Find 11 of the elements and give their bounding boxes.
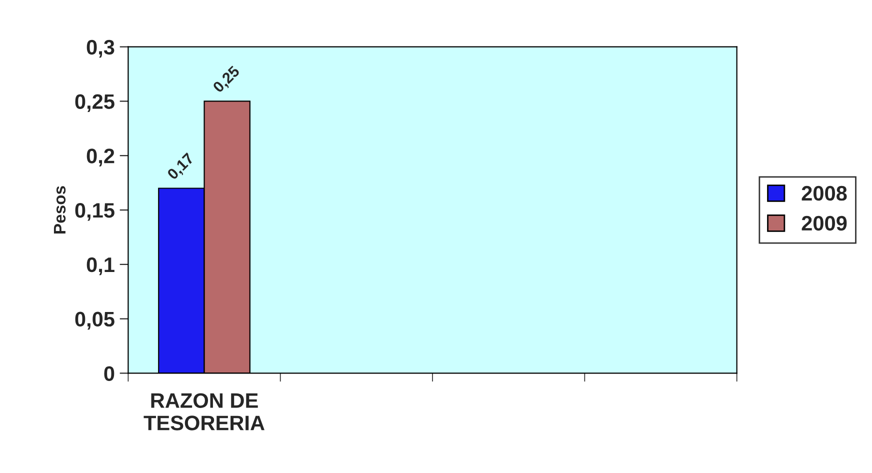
y-tick-label: 0,3 bbox=[86, 40, 114, 58]
legend-label: 2009 bbox=[802, 216, 847, 231]
y-tick-label: 0,05 bbox=[75, 312, 114, 330]
y-axis-title: Pesos bbox=[54, 186, 66, 234]
y-tick-label: 0,2 bbox=[86, 148, 114, 166]
y-tick-label: 0,1 bbox=[86, 257, 114, 276]
legend-label: 2008 bbox=[802, 186, 847, 201]
y-tick-label: 0,15 bbox=[75, 203, 114, 221]
y-tick-label: 0 bbox=[104, 366, 114, 381]
x-tick-label: RAZON DE TESORERIA bbox=[144, 393, 264, 430]
y-tick-label: 0,25 bbox=[75, 94, 114, 112]
